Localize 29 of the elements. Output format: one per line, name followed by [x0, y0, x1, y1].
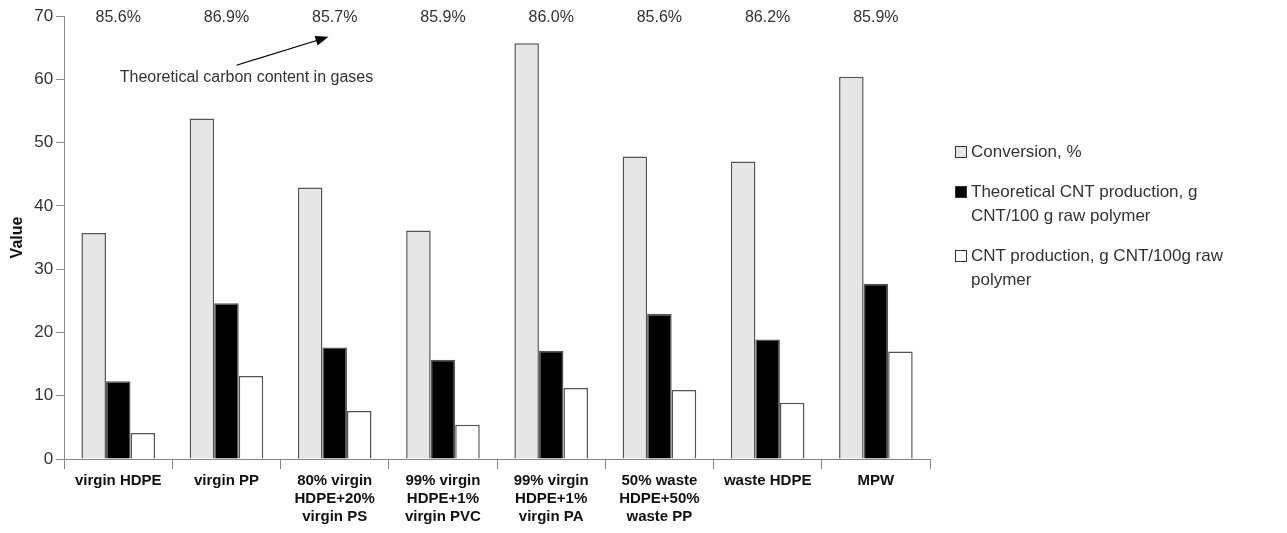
annotation: 85.9% — [420, 8, 466, 26]
annotation: Theoretical carbon content in gases — [119, 67, 374, 85]
legend-label: Conversion, % — [971, 141, 1082, 163]
annotation: 86.0% — [528, 8, 574, 26]
x-tick-label: 80% virgin HDPE+20% virgin PS — [294, 471, 375, 525]
y-tick-label: 0 — [43, 448, 54, 468]
x-tick-label: virgin PP — [193, 471, 259, 489]
x-tick-label: 50% waste HDPE+50% waste PP — [619, 471, 700, 525]
text: CNT production, g CNT/100g raw polymer — [971, 245, 1224, 291]
y-tick-label: 30 — [34, 258, 54, 278]
annotation: 86.2% — [744, 8, 791, 26]
y-tick-label: 50 — [34, 132, 54, 152]
x-tick-label: 99% virgin HDPE+1% virgin PA — [513, 471, 589, 525]
y-tick-label: 60 — [34, 68, 54, 88]
y-tick-label: 40 — [34, 195, 54, 215]
legend-label: Theoretical CNT production, g CNT/100 g raw polymer — [971, 181, 1199, 227]
y-tick-label: 20 — [34, 322, 54, 342]
y-tick-label: 70 — [34, 5, 54, 25]
x-tick-label: virgin HDPE — [74, 471, 162, 489]
x-tick-label: 99% virgin HDPE+1% virgin PVC — [405, 471, 482, 525]
x-tick-label: waste HDPE — [722, 471, 812, 489]
x-tick-label: MPW — [857, 471, 896, 489]
y-axis-title: Value — [8, 216, 26, 259]
annotation: 85.6% — [636, 8, 683, 26]
annotation: 85.9% — [853, 8, 899, 26]
annotation: 86.9% — [203, 8, 250, 26]
annotation: 85.7% — [312, 8, 358, 26]
annotation: 85.6% — [95, 8, 141, 26]
y-tick-label: 10 — [34, 385, 54, 405]
